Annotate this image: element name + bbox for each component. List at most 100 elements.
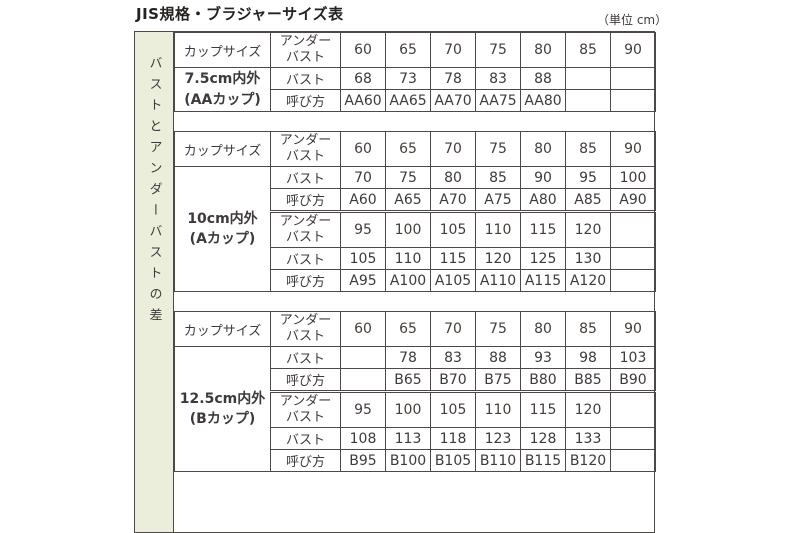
bust-value-cell	[565, 67, 611, 90]
bust-row-label: バスト	[270, 67, 341, 90]
unit-note: （単位 cm）	[597, 13, 668, 27]
underbust-size-cell: 90	[610, 32, 656, 68]
size-tables-area: カップサイズ アンダー バスト 60 65 70 75 80 85 90 7.5cm内外 (AAカップ…	[174, 32, 656, 532]
name-row-label: 呼び方	[270, 368, 341, 392]
header-row: カップサイズ アンダー バスト 60 65 70 75 80 85 90	[174, 311, 656, 347]
underbust-size-cell: 70	[430, 131, 476, 167]
bust-row-label: バスト	[270, 166, 341, 189]
underbust-size-cell: 80	[520, 311, 566, 347]
underbust-size-cell: 100	[385, 390, 431, 428]
bust-value-cell: 110	[385, 247, 431, 270]
size-name-cell	[565, 89, 611, 112]
name-row-label: 呼び方	[270, 449, 341, 472]
size-name-cell: A70	[430, 188, 476, 212]
bust-row-label: バスト	[270, 427, 341, 450]
header-row: カップサイズ アンダー バスト 60 65 70 75 80 85 90	[174, 32, 656, 68]
size-name-cell	[340, 368, 386, 392]
underbust-size-cell: 60	[340, 131, 386, 167]
bust-value-cell	[340, 346, 386, 369]
underbust-size-cell: 70	[430, 32, 476, 68]
size-name-cell: A80	[520, 188, 566, 212]
underbust-size-cell: 100	[385, 210, 431, 248]
size-name-cell: B110	[475, 449, 521, 472]
size-name-cell: B115	[520, 449, 566, 472]
size-table-A-cup: カップサイズ アンダー バスト 60 65 70 75 80 85 90 10cm内外 (Aカップ) バ…	[174, 131, 656, 292]
bust-row: 12.5cm内外 (Bカップ) バスト 78 83 88 93 98 103	[174, 346, 656, 472]
bust-value-cell: 83	[475, 67, 521, 90]
size-name-cell: B85	[565, 368, 611, 392]
size-name-cell: A115	[520, 269, 566, 292]
outer-right-border	[654, 32, 655, 532]
cup-size-header-cell: カップサイズ	[174, 131, 271, 167]
cup-range-label: 10cm内外 (Aカップ)	[174, 166, 271, 292]
bust-value-cell: 95	[565, 166, 611, 189]
size-table-AA-cup: カップサイズ アンダー バスト 60 65 70 75 80 85 90 7.5cm内外 (AAカップ…	[174, 32, 656, 112]
size-name-cell: AA75	[475, 89, 521, 112]
side-strip-label: バストとアンダーバストの差	[146, 56, 162, 329]
underbust-header-cell: アンダー バスト	[270, 311, 341, 347]
size-name-cell: AA70	[430, 89, 476, 112]
side-strip: バストとアンダーバストの差	[135, 32, 174, 532]
bust-value-cell	[610, 247, 656, 270]
underbust-size-cell: 95	[340, 210, 386, 248]
size-name-cell: AA60	[340, 89, 386, 112]
size-name-row-2: 呼び方 A95 A100 A105 A110 A115 A120	[175, 269, 656, 292]
underbust-size-cell: 105	[430, 210, 476, 248]
underbust-header-cell: アンダー バスト	[270, 210, 341, 248]
underbust-size-cell: 90	[610, 131, 656, 167]
underbust-size-cell: 115	[520, 210, 566, 248]
underbust-size-cell: 65	[385, 32, 431, 68]
bust-value-cell: 80	[430, 166, 476, 189]
bust-row-2: バスト 108 113 118 123 128 133	[175, 427, 656, 450]
size-name-cell: B80	[520, 368, 566, 392]
cup-size-header-cell: カップサイズ	[174, 311, 271, 347]
bust-row: 10cm内外 (Aカップ) バスト 70 75 80 85 90 95 100	[174, 166, 656, 292]
size-name-cell: A100	[385, 269, 431, 292]
size-name-cell: B120	[565, 449, 611, 472]
underbust-size-cell: 60	[340, 311, 386, 347]
size-name-cell: B65	[385, 368, 431, 392]
size-name-cell: AA65	[385, 89, 431, 112]
bust-value-cell: 120	[475, 247, 521, 270]
underbust-size-cell: 70	[430, 311, 476, 347]
bust-value-cell: 123	[475, 427, 521, 450]
underbust-size-cell	[610, 390, 656, 428]
bust-value-cell	[610, 67, 656, 90]
size-table-B-cup: カップサイズ アンダー バスト 60 65 70 75 80 85 90 12.5cm内外 (Bカップ…	[174, 311, 656, 472]
underbust-size-cell: 65	[385, 131, 431, 167]
underbust-size-cell: 65	[385, 311, 431, 347]
underbust-row-2: アンダー バスト 95 100 105 110 115 120	[175, 390, 656, 428]
bust-value-cell: 98	[565, 346, 611, 369]
underbust-size-cell: 110	[475, 390, 521, 428]
underbust-header-cell: アンダー バスト	[270, 131, 341, 167]
size-name-cell: A105	[430, 269, 476, 292]
size-name-cell: B90	[610, 368, 656, 392]
bust-value-cell: 113	[385, 427, 431, 450]
underbust-size-cell: 80	[520, 131, 566, 167]
underbust-size-cell: 60	[340, 32, 386, 68]
underbust-size-cell: 85	[565, 311, 611, 347]
size-name-cell: A65	[385, 188, 431, 212]
bust-value-cell: 78	[385, 346, 431, 369]
size-name-row: 呼び方 A60 A65 A70 A75 A80 A85 A90	[175, 188, 656, 212]
bust-value-cell: 88	[520, 67, 566, 90]
bust-row-label: バスト	[270, 346, 341, 369]
underbust-header-cell: アンダー バスト	[270, 32, 341, 68]
bust-value-cell: 68	[340, 67, 386, 90]
cup-range-label: 7.5cm内外 (AAカップ)	[174, 67, 271, 112]
page-title: JIS規格・ブラジャーサイズ表	[136, 5, 344, 23]
underbust-size-cell: 75	[475, 131, 521, 167]
size-name-cell: B105	[430, 449, 476, 472]
bust-value-cell: 100	[610, 166, 656, 189]
name-row-label: 呼び方	[270, 188, 341, 212]
bust-row: 7.5cm内外 (AAカップ) バスト 68 73 78 83 88	[174, 67, 656, 112]
bust-value-cell	[610, 427, 656, 450]
underbust-size-cell: 85	[565, 32, 611, 68]
bust-value-cell: 73	[385, 67, 431, 90]
bust-row-label: バスト	[270, 247, 341, 270]
size-name-row-2: 呼び方 B95 B100 B105 B110 B115 B120	[175, 449, 656, 472]
underbust-size-cell: 75	[475, 311, 521, 347]
size-name-cell: A120	[565, 269, 611, 292]
underbust-size-cell: 75	[475, 32, 521, 68]
bust-value-cell: 75	[385, 166, 431, 189]
